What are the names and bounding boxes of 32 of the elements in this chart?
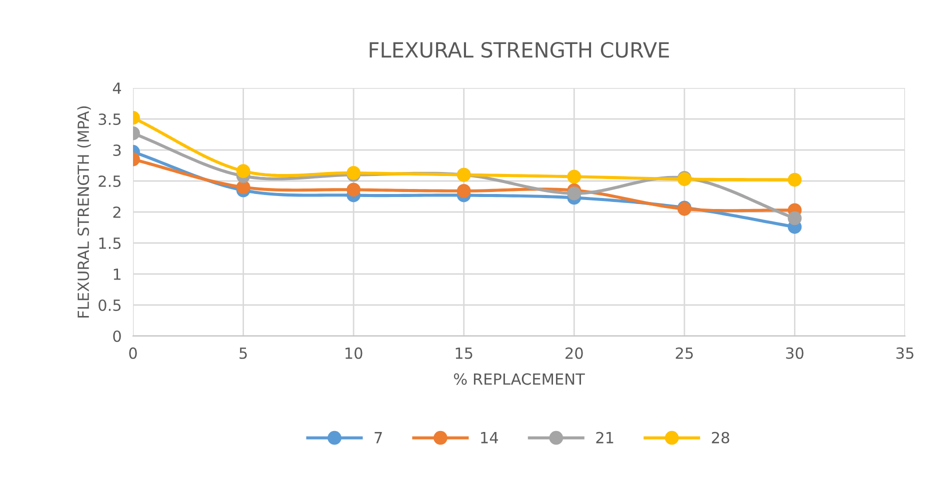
y-tick-label: 3: [113, 144, 121, 156]
x-tick-label: 5: [240, 348, 247, 359]
y-tick-label: 2: [113, 206, 120, 218]
y-tick-label: 2.5: [98, 175, 121, 188]
point: [236, 164, 250, 178]
x-tick-label: 25: [676, 347, 693, 359]
legend-label: 14: [481, 432, 498, 444]
y-tick-label: 1.5: [99, 238, 121, 250]
point: [567, 186, 582, 200]
x-tick-label: 10: [346, 347, 362, 359]
x-tick-label: 0: [129, 347, 137, 359]
legend-label: 21: [596, 432, 614, 444]
point: [567, 170, 582, 184]
y-axis-title: FLEXURAL STRENGTH (MPA): [77, 106, 91, 318]
legend-label: 7: [374, 432, 382, 444]
legend-label: 28: [712, 432, 730, 444]
point: [456, 184, 471, 198]
point: [788, 172, 802, 187]
x-tick-label: 35: [896, 347, 914, 359]
point: [236, 180, 250, 194]
x-axis-title: % REPLACEMENT: [454, 373, 585, 385]
y-tick-label: 4: [112, 82, 122, 94]
point: [788, 211, 802, 226]
y-tick-label: 1: [114, 268, 120, 280]
point: [346, 182, 361, 197]
y-tick-label: 0: [113, 330, 121, 342]
y-tick-label: 0.5: [98, 299, 121, 312]
x-tick-label: 30: [786, 347, 804, 359]
chart-title: FLEXURAL STRENGTH CURVE: [370, 42, 669, 58]
y-tick-label: 3.5: [98, 113, 121, 126]
x-tick-label: 20: [566, 347, 583, 359]
x-tick-label: 15: [456, 348, 472, 359]
